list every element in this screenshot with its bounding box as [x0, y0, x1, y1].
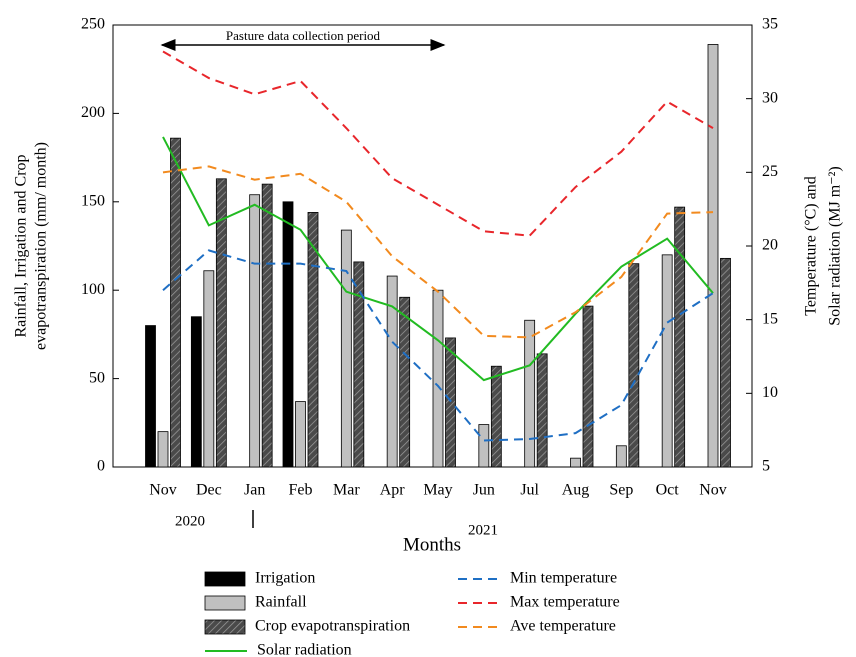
legend-label: Crop evapotranspiration	[255, 618, 410, 635]
y2-axis-label: Temperature (°C) and	[803, 176, 820, 315]
x-tick-label: Nov	[149, 482, 177, 499]
bar	[386, 275, 398, 468]
line	[162, 249, 714, 442]
bar	[570, 457, 581, 468]
bar	[261, 183, 273, 468]
line	[162, 50, 714, 237]
legend-label: Solar radiation	[257, 642, 352, 657]
y-tick-label: 200	[81, 104, 105, 121]
legend-swatch	[204, 595, 246, 611]
x-tick-label: Jan	[244, 482, 265, 499]
y2-tick-label: 20	[762, 237, 778, 254]
bar	[478, 424, 490, 468]
bar	[661, 254, 673, 468]
bar	[190, 316, 202, 468]
bar	[157, 431, 169, 468]
y2-tick-label: 10	[762, 384, 778, 401]
y2-axis-label: Solar radiation (MJ m⁻²)	[827, 166, 844, 325]
x-tick-label: Jul	[520, 482, 539, 499]
y-axis-label: evapotranspiration (mm/ month)	[33, 142, 50, 350]
bar	[353, 261, 365, 468]
year-label: 2021	[468, 522, 498, 538]
x-tick-label: Jun	[473, 482, 495, 499]
bar	[145, 325, 156, 468]
x-tick-label: Feb	[289, 482, 313, 499]
legend-label: Irrigation	[255, 570, 315, 587]
bar	[203, 270, 215, 468]
bar	[445, 337, 456, 468]
x-tick-label: Oct	[656, 482, 680, 499]
bar	[399, 296, 411, 468]
y2-tick-label: 5	[762, 458, 770, 475]
legend-label: Ave temperature	[510, 618, 616, 635]
y2-tick-label: 35	[762, 16, 778, 33]
x-tick-label: Nov	[699, 482, 727, 499]
bar	[628, 263, 640, 468]
y2-tick-label: 25	[762, 163, 778, 180]
bar	[282, 201, 294, 468]
bar	[490, 365, 502, 468]
legend-label: Rainfall	[255, 594, 307, 611]
bar	[674, 206, 686, 468]
bar	[215, 178, 227, 468]
bar	[249, 194, 261, 468]
legend-swatch	[204, 571, 246, 587]
bar	[582, 305, 594, 468]
y-tick-label: 150	[81, 192, 105, 209]
year-label: 2020	[175, 513, 205, 529]
bar	[295, 401, 306, 468]
bar	[707, 44, 719, 468]
x-axis-label: Months	[403, 534, 461, 555]
x-tick-label: Aug	[562, 482, 590, 499]
legend-swatch	[204, 619, 246, 635]
y2-tick-label: 30	[762, 89, 778, 106]
bar	[524, 319, 536, 468]
y-axis-label: Rainfall, Irrigation and Crop	[13, 154, 30, 337]
bar	[432, 289, 444, 468]
y-tick-label: 50	[89, 369, 105, 386]
annotation: Pasture data collection period	[226, 28, 381, 43]
x-tick-label: Mar	[333, 482, 360, 499]
bar	[307, 212, 319, 468]
x-tick-label: Dec	[196, 482, 222, 499]
x-tick-label: May	[423, 482, 452, 499]
y-tick-label: 100	[81, 281, 105, 298]
y-tick-label: 250	[81, 16, 105, 33]
line	[162, 136, 714, 382]
x-tick-label: Apr	[380, 482, 406, 499]
bar	[536, 353, 548, 468]
legend-label: Max temperature	[510, 594, 620, 611]
legend-label: Min temperature	[510, 570, 617, 587]
bar	[340, 229, 352, 468]
y-tick-label: 0	[97, 458, 105, 475]
bar	[720, 257, 731, 468]
line	[162, 165, 714, 339]
y2-tick-label: 15	[762, 310, 778, 327]
bar	[170, 137, 181, 468]
x-tick-label: Sep	[609, 482, 633, 499]
bar	[615, 445, 627, 468]
